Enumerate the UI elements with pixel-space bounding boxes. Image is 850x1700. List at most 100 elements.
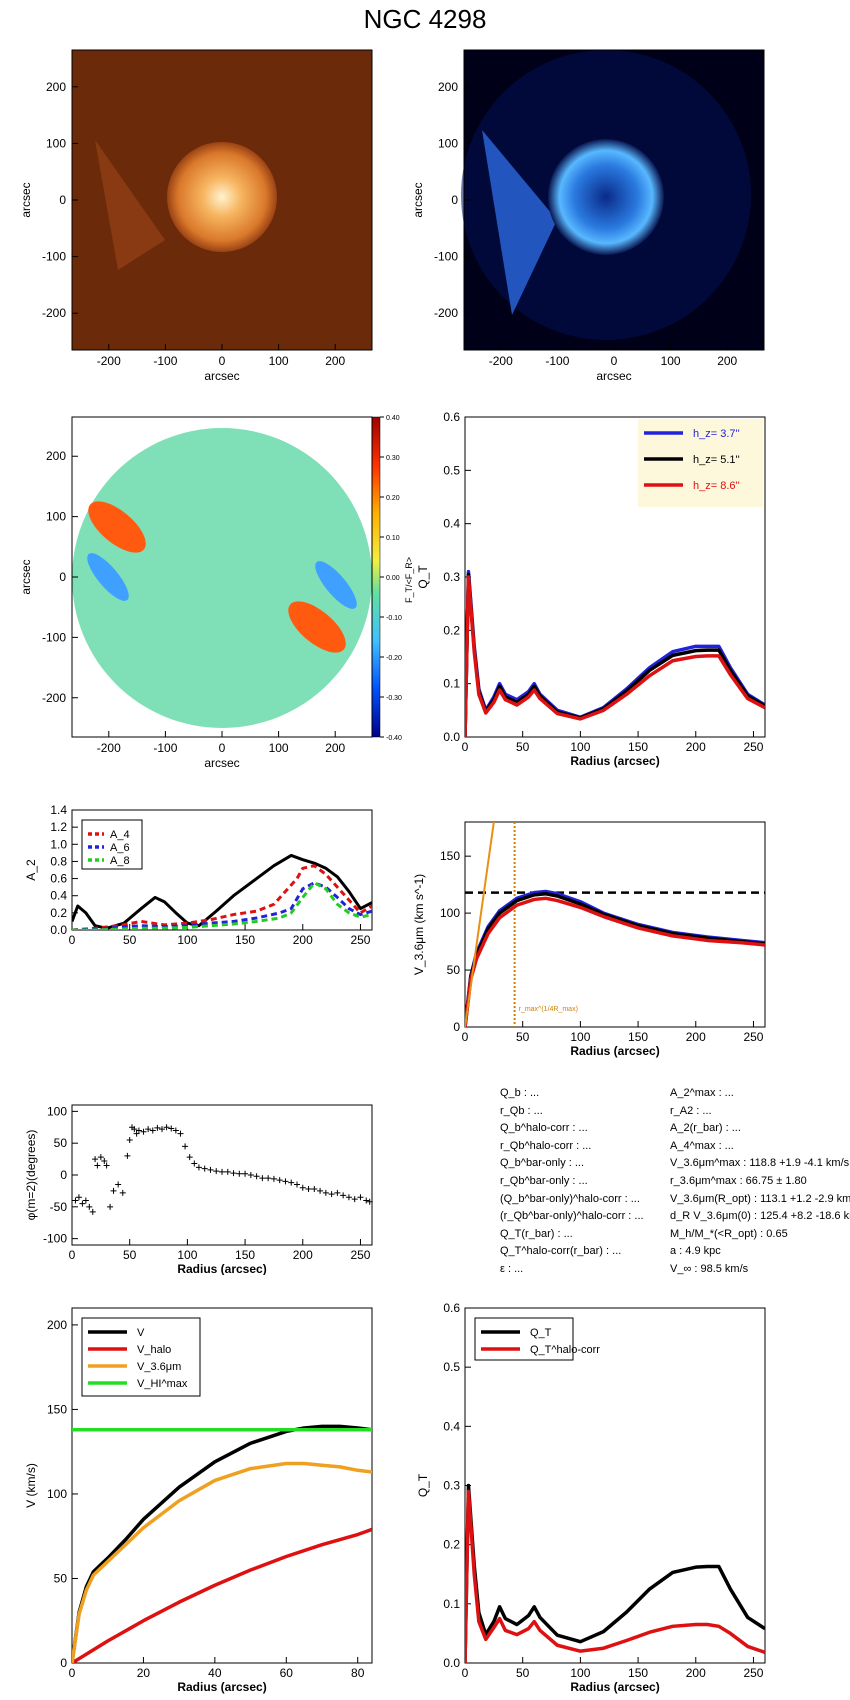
- series-line: [465, 575, 765, 737]
- x-tick-label: 250: [743, 1666, 763, 1680]
- y-tick-label: 100: [47, 1104, 67, 1118]
- x-tick-label: 200: [293, 933, 313, 947]
- parameter-row: (r_Qb^bar-only)^halo-corr : ...: [500, 1210, 644, 1223]
- y-tick-label: -100: [42, 250, 66, 264]
- x-tick-label: 200: [325, 354, 345, 368]
- force-map-positive-lobe-1: [88, 501, 146, 553]
- series-line: [72, 881, 372, 930]
- x-tick-label: 50: [516, 1666, 530, 1680]
- x-tick-label: -100: [153, 354, 177, 368]
- colorbar-tick-label: 0.20: [386, 495, 400, 502]
- qt-hz-chart: 0 50 100 150 200 250 0.0 0.1 0.2 0.3 0.4 0.5 0.6 Radi…: [416, 410, 766, 768]
- data-point: [82, 1197, 89, 1204]
- x-axis-label: Radius (arcsec): [570, 754, 659, 768]
- x-tick-label: 0: [462, 1666, 469, 1680]
- plot-frame: [71, 1104, 373, 1246]
- data-point: [101, 1158, 108, 1164]
- y-axis-label: V (km/s): [24, 1463, 38, 1508]
- data-point: [253, 1173, 260, 1180]
- x-tick-label: 200: [686, 740, 706, 754]
- data-point: [236, 1170, 243, 1177]
- parameter-row: V_3.6μm(R_opt) : 113.1 +1.2 -2.9 km/s: [670, 1192, 850, 1205]
- x-tick-label: 100: [269, 354, 289, 368]
- x-tick-label: 0: [69, 1248, 76, 1262]
- parameter-row: Q_b^bar-only : ...: [500, 1157, 585, 1170]
- data-point: [311, 1186, 318, 1192]
- plot-frame: [71, 809, 373, 931]
- legend-label: V_3.6μm: [137, 1361, 181, 1373]
- y-tick-label: 0.1: [443, 677, 460, 691]
- y-tick-label: 200: [438, 80, 458, 94]
- y-tick-label: 1.4: [50, 803, 67, 817]
- data-point: [172, 1127, 179, 1134]
- y-tick-label: 0: [60, 1656, 67, 1670]
- x-tick-label: 100: [570, 1666, 590, 1680]
- residual-image-panel: -200 -100 0 100 200 200 100 0 -100 -200 arcsec arcs…: [411, 49, 765, 383]
- x-tick-label: 50: [123, 1248, 137, 1262]
- x-axis-label: Radius (arcsec): [177, 1262, 266, 1275]
- data-point: [86, 1203, 93, 1210]
- parameter-row: ε : ...: [500, 1262, 524, 1275]
- data-point: [357, 1194, 364, 1201]
- parameter-column-left: Q_b : ... r_Qb : ... Q_b^halo-corr : ... r_…: [500, 1085, 670, 1279]
- x-tick-label: -100: [545, 354, 569, 368]
- x-tick-label: 250: [350, 933, 370, 947]
- parameter-row: A_2^max : ...: [670, 1087, 734, 1099]
- y-axis-label: V_3.6μm (km s^-1): [412, 874, 426, 975]
- data-point: [140, 1128, 147, 1135]
- series-line: [72, 1461, 372, 1663]
- x-tick-label: 80: [351, 1666, 365, 1680]
- x-tick-label: 250: [743, 740, 763, 754]
- data-point: [322, 1189, 329, 1196]
- colorbar-tick-label: 0.10: [386, 535, 400, 542]
- data-point: [270, 1175, 277, 1182]
- force-map-disk: [72, 428, 372, 728]
- x-tick-label: 100: [269, 741, 289, 755]
- y-tick-label: 100: [438, 136, 458, 150]
- x-axis-label: Radius (arcsec): [570, 1680, 659, 1694]
- legend: A_4A_6A_8: [81, 819, 143, 870]
- data-point: [135, 1127, 142, 1134]
- a2-chart: 0 50 100 150 200 250 0.0 0.2 0.4 0.6 0.8 1.0 1.2 1.4 A…: [24, 803, 373, 947]
- y-tick-label: 0: [59, 193, 66, 207]
- x-tick-label: 100: [570, 740, 590, 754]
- force-map-panel: 0.40 0.30 0.20 0.10 0.00 -0.10 -0.20 -0.30 -0.40…: [19, 415, 414, 770]
- y-tick-label: 0.3: [443, 570, 460, 584]
- colorbar-tick-label: -0.30: [386, 695, 402, 702]
- data-point: [351, 1196, 358, 1203]
- parameter-row: r_Qb^bar-only : ...: [500, 1174, 588, 1187]
- y-tick-label: 150: [440, 849, 460, 863]
- legend-label: A_6: [110, 842, 130, 854]
- x-tick-label: 200: [717, 354, 737, 368]
- y-tick-label: -100: [42, 630, 66, 644]
- y-tick-label: 0: [451, 193, 458, 207]
- data-point: [177, 1130, 184, 1137]
- y-tick-label: 50: [447, 963, 461, 977]
- force-map-positive-lobe-2: [288, 601, 346, 653]
- legend-label: V: [137, 1327, 145, 1339]
- y-tick-label: 50: [54, 1136, 68, 1150]
- parameter-row: A_2(r_bar) : ...: [670, 1122, 741, 1135]
- x-tick-label: 150: [235, 933, 255, 947]
- data-point: [334, 1189, 341, 1196]
- x-tick-label: -200: [97, 354, 121, 368]
- y-tick-label: 200: [46, 449, 66, 463]
- colorbar-tick-label: -0.10: [386, 615, 402, 622]
- x-tick-label: 50: [516, 1030, 530, 1044]
- x-tick-label: 0: [462, 1030, 469, 1044]
- residual-ring: [548, 139, 664, 255]
- data-point: [282, 1178, 289, 1185]
- legend-label: V_halo: [137, 1344, 171, 1356]
- y-tick-label: 50: [54, 1571, 68, 1585]
- parameter-row: A_4^max : ...: [670, 1139, 734, 1152]
- data-point: [79, 1200, 86, 1207]
- data-point: [195, 1164, 202, 1171]
- legend: Q_T Q_T^halo-corr: [474, 1317, 600, 1361]
- y-axis-label: φ(m=2)(degrees): [24, 1130, 38, 1221]
- y-tick-label: 100: [47, 1487, 67, 1501]
- legend: h_z= 3.7'' h_z= 5.1'' h_z= 8.6'': [638, 419, 763, 507]
- data-point: [107, 1203, 114, 1210]
- parameter-row: Q_b : ...: [500, 1087, 540, 1099]
- x-tick-label: 50: [516, 740, 530, 754]
